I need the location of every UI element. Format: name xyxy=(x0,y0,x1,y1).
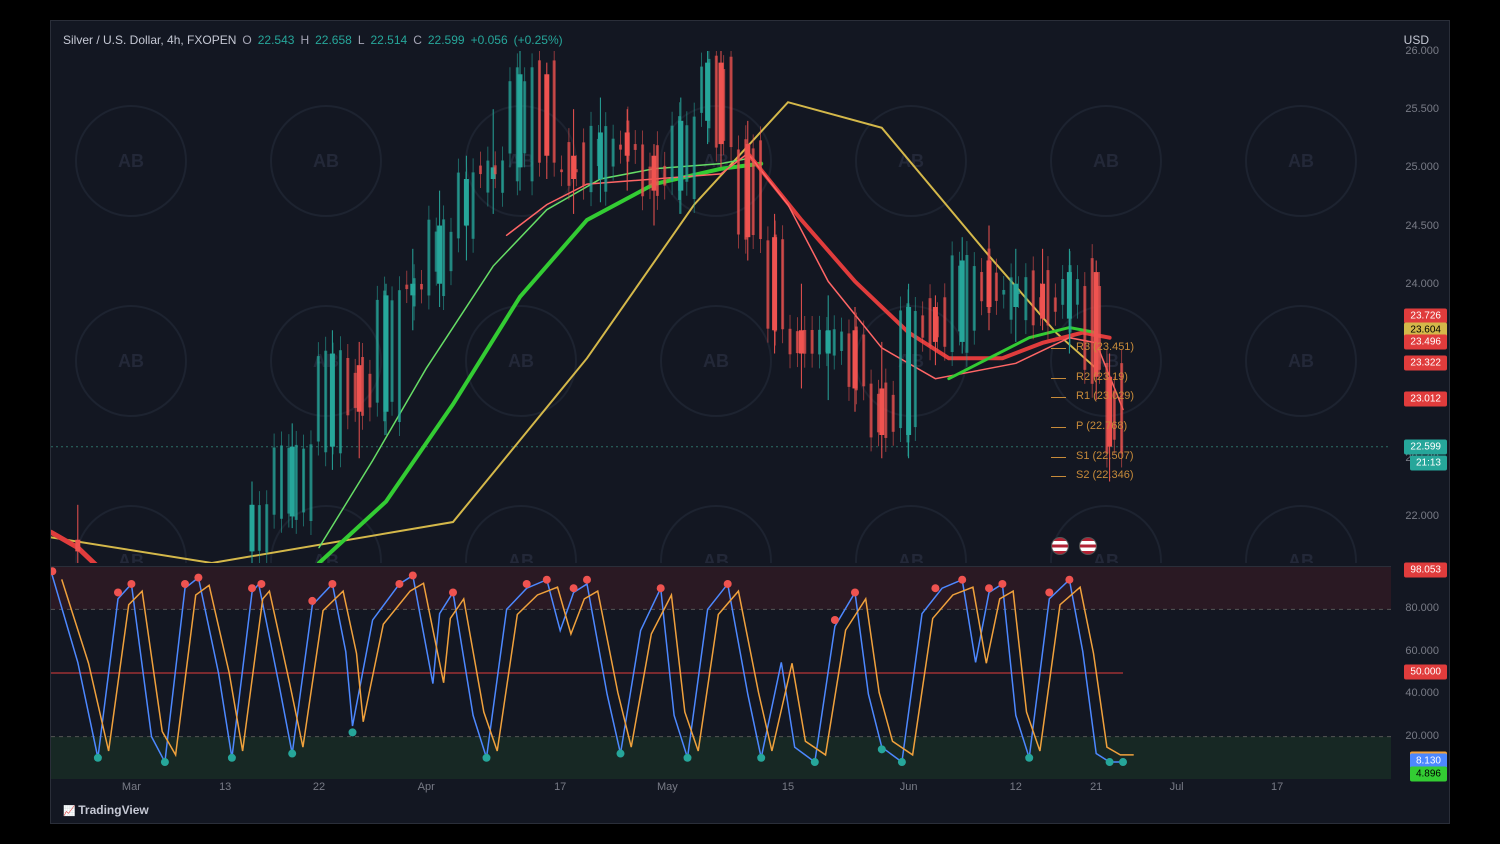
y-tick: 20.000 xyxy=(1405,730,1439,742)
price-tag: 23.496 xyxy=(1404,335,1447,350)
svg-text:AB: AB xyxy=(508,351,534,371)
svg-text:AB: AB xyxy=(118,151,144,171)
svg-text:AB: AB xyxy=(1093,551,1119,563)
chart-header: Silver / U.S. Dollar, 4h, FXOPEN O 22.543… xyxy=(63,33,563,47)
pivot-line xyxy=(1051,378,1066,379)
svg-text:AB: AB xyxy=(1288,351,1314,371)
svg-text:AB: AB xyxy=(703,351,729,371)
indicator-pane[interactable] xyxy=(51,566,1391,778)
svg-text:AB: AB xyxy=(1288,151,1314,171)
change-abs: +0.056 xyxy=(471,33,508,47)
open-label: O xyxy=(242,33,251,47)
y-tick: 25.500 xyxy=(1405,103,1439,115)
svg-text:AB: AB xyxy=(1093,151,1119,171)
y-tick: 80.000 xyxy=(1405,602,1439,614)
y-tick: 60.000 xyxy=(1405,645,1439,657)
x-tick: 17 xyxy=(554,781,566,793)
y-tick: 25.000 xyxy=(1405,161,1439,173)
price-tag: 23.322 xyxy=(1404,355,1447,370)
low-value: 22.514 xyxy=(371,33,408,47)
indicator-y-axis[interactable]: 80.00060.00040.00020.00098.05350.0009.19… xyxy=(1389,566,1449,778)
svg-text:AB: AB xyxy=(898,551,924,563)
pivot-line xyxy=(1051,397,1066,398)
x-tick: Mar xyxy=(122,781,141,793)
price-chart-svg[interactable]: ABABABABABABABABABABABABABABABABABABABAB… xyxy=(51,51,1391,563)
x-tick: Jul xyxy=(1170,781,1184,793)
currency-label: USD xyxy=(1404,33,1429,47)
pivot-label: S2 (22.346) xyxy=(1076,469,1133,481)
close-label: C xyxy=(413,33,422,47)
symbol-label[interactable]: Silver / U.S. Dollar, 4h, FXOPEN xyxy=(63,33,236,47)
tradingview-brand[interactable]: TradingView xyxy=(63,803,149,817)
svg-text:AB: AB xyxy=(1288,551,1314,563)
high-label: H xyxy=(300,33,309,47)
change-pct: (+0.25%) xyxy=(514,33,563,47)
x-tick: Jun xyxy=(900,781,918,793)
low-label: L xyxy=(358,33,365,47)
price-y-axis[interactable]: 26.00025.50025.00024.50024.00023.50023.0… xyxy=(1389,51,1449,563)
price-tag: 23.726 xyxy=(1404,308,1447,323)
chart-container: Silver / U.S. Dollar, 4h, FXOPEN O 22.543… xyxy=(50,20,1450,824)
y-tick: 24.000 xyxy=(1405,278,1439,290)
svg-text:AB: AB xyxy=(118,551,144,563)
close-value: 22.599 xyxy=(428,33,465,47)
open-value: 22.543 xyxy=(258,33,295,47)
pivot-line xyxy=(1051,457,1066,458)
indicator-svg[interactable] xyxy=(51,567,1391,779)
time-x-axis[interactable]: Mar 13 22 Apr 17 May 15 Jun 12 21 Jul 17 xyxy=(51,781,1391,801)
y-tick: 40.000 xyxy=(1405,687,1439,699)
pivot-line xyxy=(1051,427,1066,428)
svg-text:AB: AB xyxy=(703,551,729,563)
svg-text:AB: AB xyxy=(118,351,144,371)
svg-text:AB: AB xyxy=(508,551,534,563)
flag-icon xyxy=(1079,537,1097,555)
high-value: 22.658 xyxy=(315,33,352,47)
x-tick: Apr xyxy=(418,781,435,793)
flag-icon xyxy=(1051,537,1069,555)
x-tick: May xyxy=(657,781,678,793)
indicator-tag: 4.896 xyxy=(1410,766,1447,781)
x-tick: 22 xyxy=(313,781,325,793)
x-tick: 13 xyxy=(219,781,231,793)
indicator-tag: 50.000 xyxy=(1404,665,1447,680)
indicator-tag: 98.053 xyxy=(1404,563,1447,578)
price-tag: 22.599 xyxy=(1404,439,1447,454)
y-tick: 24.500 xyxy=(1405,220,1439,232)
pivot-line xyxy=(1051,348,1066,349)
pivot-label: P (22.768) xyxy=(1076,420,1127,432)
x-tick: 15 xyxy=(782,781,794,793)
pivot-label: R2 (23.19) xyxy=(1076,371,1128,383)
x-tick: 21 xyxy=(1090,781,1102,793)
price-pane[interactable]: ABABABABABABABABABABABABABABABABABABABAB… xyxy=(51,51,1391,563)
pivot-label: R1 (23.029) xyxy=(1076,390,1134,402)
pivot-line xyxy=(1051,476,1066,477)
pivot-label: R3 (23.451) xyxy=(1076,341,1134,353)
svg-text:AB: AB xyxy=(313,151,339,171)
svg-text:AB: AB xyxy=(898,151,924,171)
x-tick: 17 xyxy=(1271,781,1283,793)
x-tick: 12 xyxy=(1010,781,1022,793)
pivot-label: S1 (22.507) xyxy=(1076,450,1133,462)
price-tag: 23.012 xyxy=(1404,391,1447,406)
price-tag: 21:13 xyxy=(1410,455,1447,470)
y-tick: 22.000 xyxy=(1405,510,1439,522)
